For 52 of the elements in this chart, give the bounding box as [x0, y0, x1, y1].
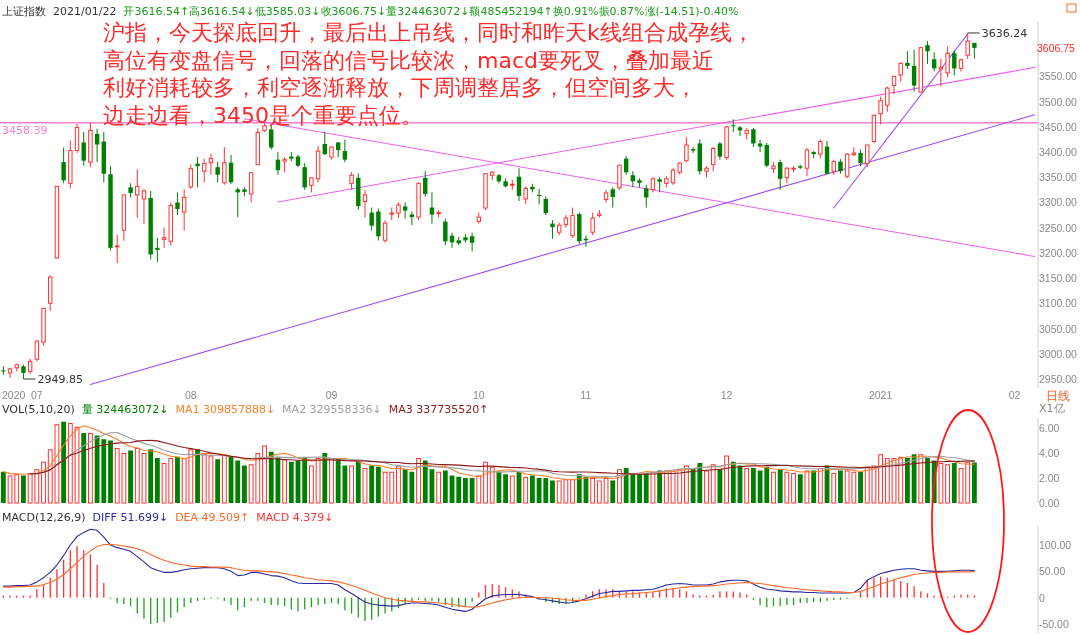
y-axis-title: X1亿: [1039, 402, 1065, 415]
ref-line-label: 3458.39: [2, 123, 48, 137]
x-tick-label: 08: [185, 389, 197, 401]
x-tick-label: 10: [472, 389, 485, 401]
y-tick-label: 2.00: [1039, 472, 1060, 484]
annotation: 3636.24: [981, 26, 1028, 40]
series-label: 量 324463072↓: [81, 403, 169, 416]
x-tick-label: 09: [325, 389, 338, 401]
y-tick-label: 0.00: [1039, 497, 1060, 509]
y-tick-label: 2950.00: [1039, 372, 1078, 385]
annotation: 高位有变盘信号，回落的信号比较浓，macd要死叉，叠加最近: [103, 47, 714, 73]
annotation: 3606.75: [1037, 41, 1076, 54]
y-tick-label: 3000.00: [1039, 347, 1078, 360]
chart-title: MACD(12,26,9): [2, 511, 86, 524]
chart-title: 上证指数: [2, 5, 46, 18]
annotation: 沪指，今天探底回升，最后出上吊线，同时和昨天k线组合成孕线，: [103, 20, 754, 45]
y-tick-label: 3550.00: [1039, 70, 1078, 83]
y-tick-label: 3250.00: [1039, 221, 1078, 234]
text: MA3 337735520↑: [388, 403, 489, 416]
y-tick-label: 3450.00: [1039, 120, 1078, 133]
text: MA1 309857888↓: [175, 403, 276, 416]
text: 日线: [1046, 389, 1070, 403]
y-tick-label: -50.00: [1039, 618, 1069, 631]
y-tick-label: 3050.00: [1039, 322, 1078, 335]
y-tick-label: 3300.00: [1039, 196, 1078, 209]
x-tick-label: 2021: [868, 389, 893, 401]
text: MA2 329558336↓: [282, 403, 382, 416]
y-tick-label: 6.00: [1039, 422, 1060, 434]
y-tick-label: 3400.00: [1039, 146, 1078, 159]
series-label: DIFF 51.699↓: [92, 511, 169, 524]
y-tick-label: 3200.00: [1039, 246, 1078, 259]
y-tick-label: 3100.00: [1039, 297, 1078, 310]
y-tick-label: 3500.00: [1039, 95, 1078, 108]
x-tick-label: 11: [580, 389, 592, 401]
y-tick-label: 4.00: [1039, 447, 1060, 459]
y-tick-label: 100.00: [1039, 539, 1072, 552]
text: MACD 4.379↓: [256, 511, 334, 524]
text: 开3616.54↑高3616.54↓低3585.03↓收3606.75↓量324463072↓额485452194↑换0.91%振0.87%涨(-14.51)-0.40%: [123, 5, 739, 18]
y-tick-label: 3350.00: [1039, 171, 1078, 184]
y-tick-label: 50.00: [1039, 565, 1066, 578]
y-tick-label: 0: [1039, 591, 1045, 604]
annotation: 利好消耗较多，利空逐渐释放，下周调整居多，但空间多大，: [103, 75, 697, 100]
x-tick-label: 2020: [2, 389, 26, 401]
x-tick-label: 02: [1008, 389, 1021, 401]
annotation: 2949.85: [37, 373, 83, 386]
text: DEA 49.509↑: [175, 511, 250, 524]
x-tick-label: 12: [720, 389, 733, 401]
chart-title: VOL(5,10,20): [2, 403, 75, 416]
chart-subtitle: 2021/01/22: [53, 5, 117, 18]
x-tick-label: 07: [30, 389, 43, 401]
annotation: 边走边看，3450是个重要点位。: [103, 102, 423, 128]
y-tick-label: 3150.00: [1039, 272, 1078, 285]
